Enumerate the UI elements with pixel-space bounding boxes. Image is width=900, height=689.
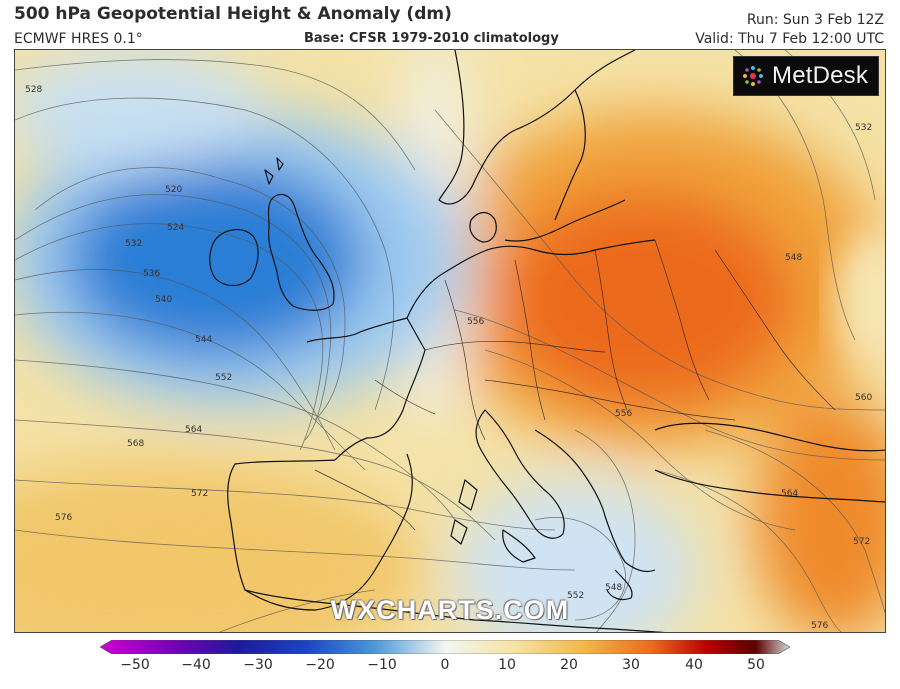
contour-label: 544 [195, 335, 212, 345]
contour-label: 556 [615, 409, 632, 419]
colorbar-tick: 10 [498, 657, 516, 673]
contour-label: 560 [855, 393, 872, 403]
contour-label: 552 [215, 373, 232, 383]
contour-label: 548 [605, 583, 622, 593]
metdesk-logo-text: MetDesk [772, 62, 869, 89]
colorbar-tick: 50 [747, 657, 765, 673]
contour-label: 524 [167, 223, 184, 233]
colorbar-tick: 30 [622, 657, 640, 673]
valid-time-label: Valid: Thu 7 Feb 12:00 UTC [695, 31, 884, 47]
contour-label: 572 [853, 537, 870, 547]
contour-label: 540 [155, 295, 172, 305]
contour-label: 528 [25, 85, 42, 95]
contour-label: 568 [127, 439, 144, 449]
contour-label: 536 [143, 269, 160, 279]
colorbar-tick: 20 [560, 657, 578, 673]
contour-label: 564 [185, 425, 202, 435]
weather-map[interactable]: 528 520 524 532 536 540 544 552 564 568 … [14, 49, 886, 633]
contour-label: 564 [781, 489, 798, 499]
colorbar-ticks: −50 −40 −30 −20 −10 0 10 20 30 40 50 [0, 657, 900, 679]
colorbar-tick: −40 [181, 657, 211, 673]
colorbar-tick: −50 [120, 657, 150, 673]
contour-label: 556 [467, 317, 484, 327]
wxcharts-watermark: WXCHARTS.COM [330, 595, 570, 625]
contour-label: 576 [55, 513, 72, 523]
colorbar-tick: 40 [685, 657, 703, 673]
colorbar-tick: −10 [367, 657, 397, 673]
contour-label: 572 [191, 489, 208, 499]
contour-label: 520 [165, 185, 182, 195]
model-label: ECMWF HRES 0.1° [14, 31, 143, 47]
anomaly-field: 528 520 524 532 536 540 544 552 564 568 … [15, 50, 885, 632]
run-time-label: Run: Sun 3 Feb 12Z [746, 12, 884, 28]
metdesk-logo: MetDesk [733, 56, 879, 96]
chart-title: 500 hPa Geopotential Height & Anomaly (d… [14, 4, 452, 24]
contour-label: 548 [785, 253, 802, 263]
metdesk-burst-icon [743, 66, 763, 86]
colorbar-tick: 0 [440, 657, 450, 673]
climatology-base-label: Base: CFSR 1979-2010 climatology [304, 31, 559, 46]
contour-label: 532 [125, 239, 142, 249]
anomaly-colorbar [100, 640, 790, 654]
colorbar-tick: −30 [243, 657, 273, 673]
contour-label: 552 [567, 591, 584, 601]
contour-label: 576 [811, 621, 828, 631]
contour-label: 532 [855, 123, 872, 133]
colorbar-tick: −20 [305, 657, 335, 673]
